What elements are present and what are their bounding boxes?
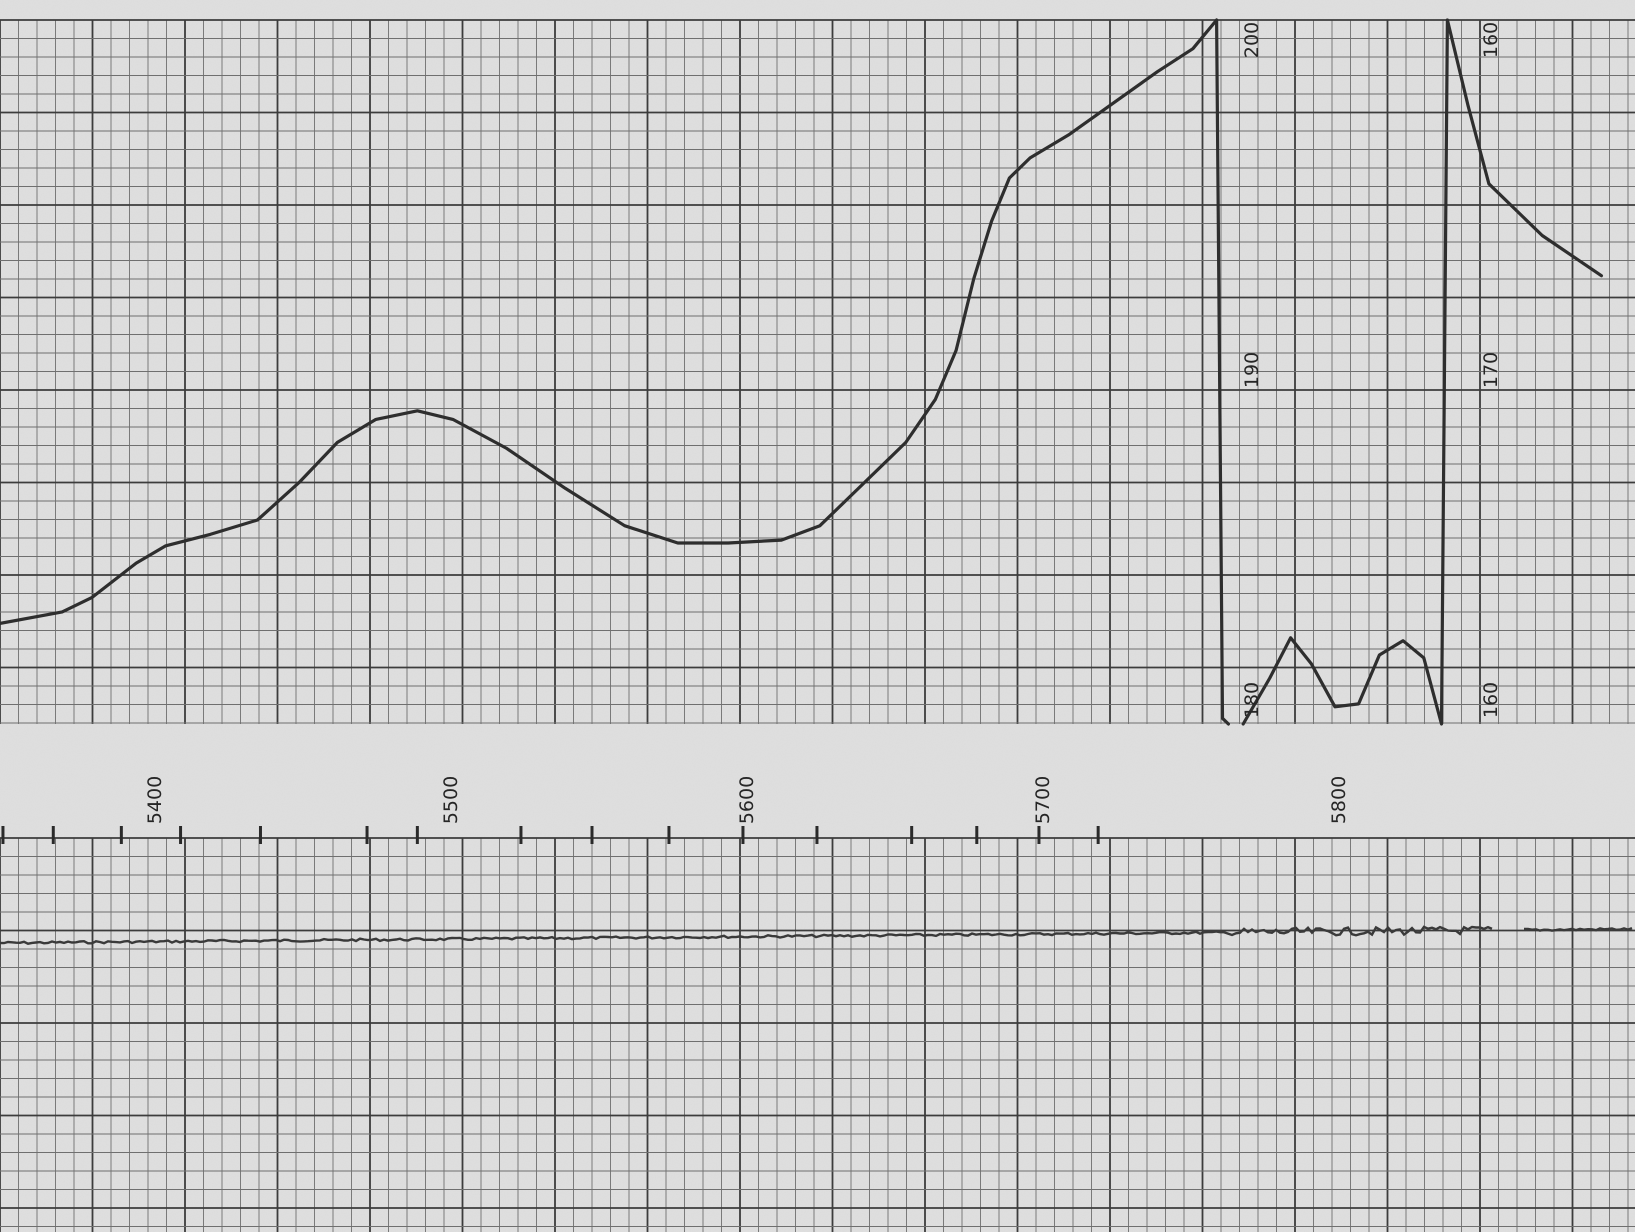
lower-tick-marks	[1, 826, 1100, 844]
series-line-upper-segment-1	[0, 18, 1230, 726]
x-tick-label: 5800	[1328, 776, 1350, 824]
lower-panel	[0, 826, 1635, 1232]
series-line-upper-segment-2	[1241, 18, 1603, 726]
y-tick-label: 190	[1241, 352, 1263, 388]
x-tick-label: 5600	[736, 776, 758, 824]
upper-panel: 200 190 180 160 170 160	[0, 18, 1635, 726]
x-tick-label: 5400	[144, 776, 166, 824]
x-tick-labels: 5400 5500 5600 5700 5800	[144, 776, 1350, 824]
y-tick-label: 160	[1480, 682, 1502, 718]
y-tick-label: 170	[1480, 352, 1502, 388]
y-tick-label: 180	[1241, 682, 1263, 718]
x-tick-label: 5500	[440, 776, 462, 824]
y-tick-label: 200	[1241, 22, 1263, 58]
series-line-lower-baseline	[0, 925, 1633, 945]
y-tick-label: 160	[1480, 22, 1502, 58]
x-tick-label: 5700	[1032, 776, 1054, 824]
lower-grid	[0, 837, 1635, 1232]
upper-grid	[0, 19, 1635, 724]
y-tick-labels: 200 190 180 160 170 160	[1241, 22, 1502, 718]
